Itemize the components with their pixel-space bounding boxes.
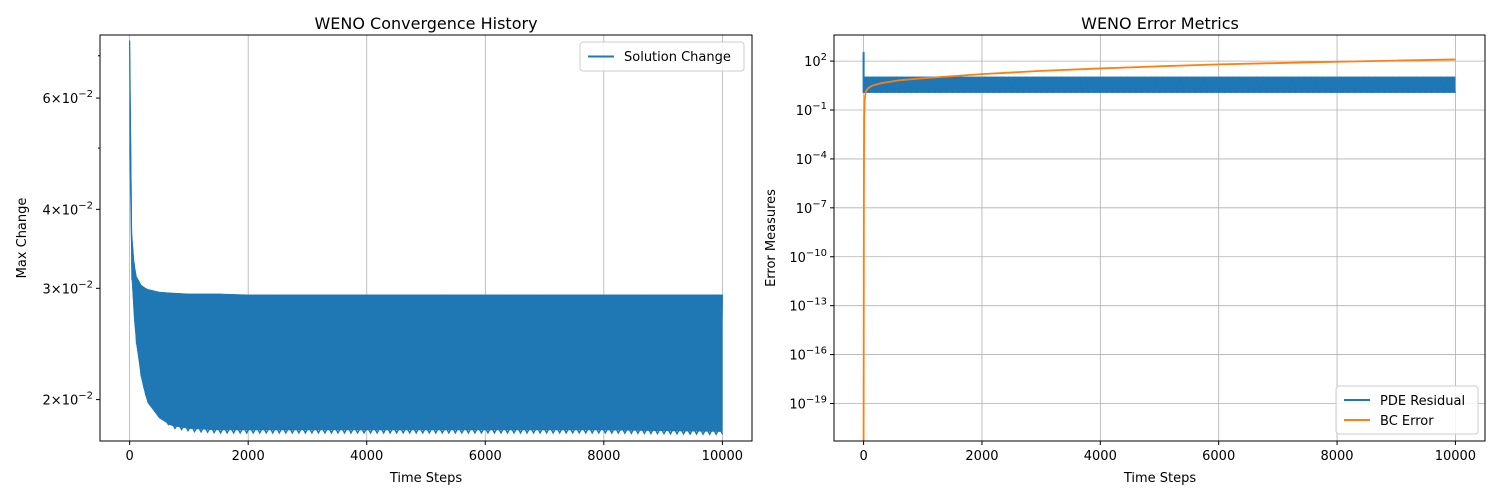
error-metrics-chart: WENO Error Metrics 0 2000 4000 6000 8000 1000… [764, 14, 1486, 486]
x-tick-label: 2000 [232, 449, 265, 464]
tick-labels: 0 2000 4000 6000 8000 100002×10−23×10−24×10−2… [43, 55, 743, 464]
convergence-chart: WENO Convergence History 0 2000 4000 6000 80… [15, 14, 753, 486]
plot-area [862, 52, 1456, 442]
legend: PDE Residual BC Error [1335, 385, 1479, 435]
tick-labels: 0 2000 4000 6000 8000 1000010210−110−410−710−… [789, 52, 1476, 464]
x-tick-label: 0 [859, 449, 867, 464]
axes-frame [99, 34, 753, 442]
legend-entry: Solution Change [624, 50, 731, 65]
chart-title: WENO Convergence History [314, 14, 537, 33]
legend: Solution Change [579, 41, 745, 72]
chart-title: WENO Error Metrics [1081, 14, 1239, 33]
series-line-bc-error [862, 58, 1456, 442]
grid [834, 35, 1485, 441]
axes-frame [833, 34, 1486, 442]
series-line-pde-residual [863, 76, 1456, 93]
legend-entry-bc: BC Error [1380, 414, 1434, 429]
legend-entry-pde: PDE Residual [1380, 394, 1465, 409]
x-tick-label: 10000 [702, 449, 743, 464]
x-tick-label: 4000 [350, 449, 383, 464]
x-tick-label: 6000 [1202, 449, 1235, 464]
x-tick-label: 2000 [965, 449, 998, 464]
x-axis-label: Time Steps [389, 471, 463, 486]
series-edge-solution-change [164, 418, 724, 436]
x-tick-label: 4000 [1084, 449, 1117, 464]
x-axis-label: Time Steps [1123, 471, 1197, 486]
legend-box [1335, 385, 1479, 435]
x-tick-label: 8000 [587, 449, 620, 464]
series-band-pde-residual [863, 76, 1456, 93]
y-axis-label: Error Measures [764, 189, 779, 287]
x-tick-label: 10000 [1435, 449, 1476, 464]
plot-area [129, 40, 724, 436]
x-tick-label: 8000 [1320, 449, 1353, 464]
x-tick-label: 6000 [469, 449, 502, 464]
legend-box [579, 41, 745, 72]
x-tick-label: 0 [125, 449, 133, 464]
y-axis-label: Max Change [15, 198, 30, 279]
